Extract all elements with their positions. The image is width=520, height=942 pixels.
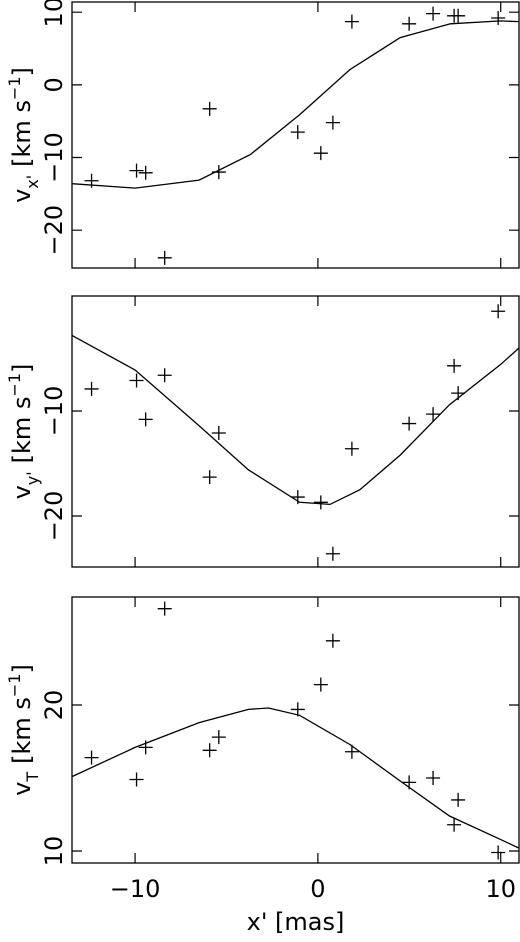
data-point [129,772,144,787]
model-curve [71,334,520,506]
x-tick-label: −10 [110,875,161,903]
data-point [157,368,172,383]
data-point [157,601,172,616]
y-label-symbol: v [8,782,36,796]
data-point [138,740,153,755]
y-label-unit: [km s [8,397,36,464]
y-label-exponent: −1 [5,373,24,397]
y-label-unit-end: ] [8,664,36,673]
y-tick-label: −20 [40,491,68,542]
data-point [344,744,359,759]
x-axis-label: x' [mas] [247,908,345,936]
data-point [451,792,466,807]
y-label-exponent: −1 [5,76,24,100]
y-axis-label: vT [km s−1] [5,664,42,796]
data-point [451,8,466,23]
data-point [447,358,462,373]
y-label-symbol: v [8,485,36,499]
y-axis-label: vx' [km s−1] [5,67,42,203]
model-curve [71,707,520,849]
y-label-exponent: −1 [5,674,24,698]
plot-frame [71,1,520,269]
model-curve [71,20,520,189]
data-point [157,250,172,265]
data-point [325,633,340,648]
data-point [211,730,226,745]
y-tick-label: 0 [40,77,68,92]
y-tick-label: −10 [40,132,68,183]
y-tick-label: −20 [40,205,68,256]
y-label-symbol: v [8,189,36,203]
data-point [491,10,506,25]
data-point [84,381,99,396]
data-point [313,495,328,510]
data-point [202,743,217,758]
y-label-subscript: y' [23,471,42,485]
data-point [325,546,340,561]
data-point [313,677,328,692]
data-point [313,146,328,161]
y-tick-label: −10 [40,386,68,437]
y-tick-label: 20 [40,690,68,721]
data-point [84,750,99,765]
data-point [402,416,417,431]
data-point [344,441,359,456]
y-tick-label: 10 [40,836,68,867]
data-point [491,845,506,860]
data-point [426,407,441,422]
y-label-subscript: x' [23,175,42,189]
plot-frame [71,295,520,568]
data-point [447,817,462,832]
data-point [202,470,217,485]
y-label-unit: [km s [8,697,36,764]
data-point [290,702,305,717]
y-label-unit: [km s [8,100,36,167]
y-axis-label: vy' [km s−1] [5,364,42,500]
y-tick-label: 10 [40,0,68,27]
data-point [202,101,217,116]
data-point [491,304,506,319]
data-point [426,771,441,786]
plot-frame [71,596,520,864]
x-tick-label: 0 [310,875,325,903]
data-point [402,16,417,31]
data-point [426,6,441,21]
data-point [211,426,226,441]
data-point [138,165,153,180]
data-point [129,163,144,178]
y-label-unit-end: ] [8,364,36,373]
y-label-unit-end: ] [8,67,36,76]
data-point [344,14,359,29]
data-point [290,125,305,140]
y-label-subscript: T [23,772,42,783]
data-point [138,412,153,427]
x-tick-label: 10 [485,875,516,903]
data-point [325,115,340,130]
data-point [129,373,144,388]
